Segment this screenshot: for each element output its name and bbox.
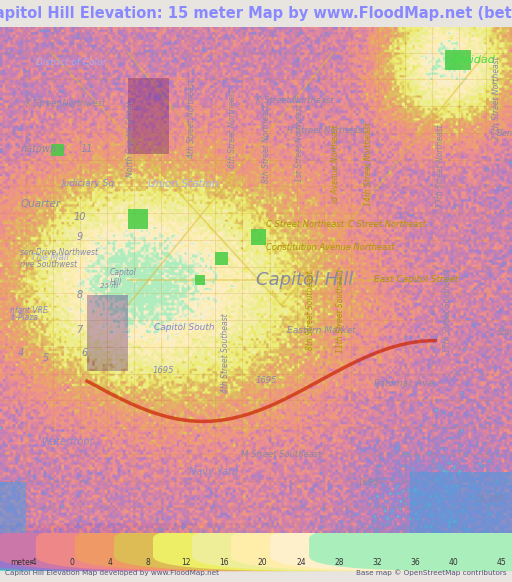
FancyBboxPatch shape xyxy=(192,524,512,571)
Text: 0: 0 xyxy=(69,558,74,567)
Text: Union Station: Union Station xyxy=(148,179,219,189)
Text: 12: 12 xyxy=(181,558,191,567)
Text: 4: 4 xyxy=(17,348,24,358)
Text: 27th Street Northeast: 27th Street Northeast xyxy=(492,56,501,140)
FancyBboxPatch shape xyxy=(309,524,512,571)
Text: 11th Street Southeast: 11th Street Southeast xyxy=(336,268,345,353)
Text: 14th Street Northeast: 14th Street Northeast xyxy=(364,122,373,205)
Text: 8: 8 xyxy=(76,290,82,300)
Text: 8: 8 xyxy=(145,558,151,567)
Text: 1695: 1695 xyxy=(358,477,379,487)
Text: 20: 20 xyxy=(258,558,268,567)
Text: meter: meter xyxy=(10,558,33,567)
Text: 8th Street Northeast: 8th Street Northeast xyxy=(262,104,271,183)
FancyBboxPatch shape xyxy=(75,524,421,571)
Text: 17th Street Northeast: 17th Street Northeast xyxy=(436,125,445,208)
Bar xyxy=(0,482,26,533)
Text: Quarter: Quarter xyxy=(20,199,60,209)
Text: DC 295: DC 295 xyxy=(476,495,504,504)
Text: nfant VRE: nfant VRE xyxy=(10,306,48,315)
Text: M Street Southeast: M Street Southeast xyxy=(241,450,321,459)
Text: 4th Street Southeast: 4th Street Southeast xyxy=(221,313,230,393)
Text: 16: 16 xyxy=(220,558,229,567)
Text: C Street Northeast: C Street Northeast xyxy=(266,220,344,229)
Text: 10: 10 xyxy=(73,212,86,222)
FancyBboxPatch shape xyxy=(231,524,512,571)
Text: natown: natown xyxy=(20,144,57,154)
Bar xyxy=(128,78,169,154)
Bar xyxy=(215,252,228,265)
Bar xyxy=(51,144,64,156)
Text: Potomac Ave: Potomac Ave xyxy=(374,379,433,388)
Bar xyxy=(445,50,471,70)
Bar xyxy=(87,295,128,371)
Text: 1st Street Northeast: 1st Street Northeast xyxy=(295,105,304,183)
Text: 6: 6 xyxy=(81,348,88,358)
Text: id Avenue Northeast: id Avenue Northeast xyxy=(331,125,340,203)
Text: North Capitol Street: North Capitol Street xyxy=(126,100,135,177)
Text: 7: 7 xyxy=(76,325,82,335)
Text: 1695: 1695 xyxy=(153,367,175,375)
Text: Navy Yard: Navy Yard xyxy=(189,467,239,477)
Text: Waterfront: Waterfront xyxy=(41,436,93,446)
FancyBboxPatch shape xyxy=(0,524,304,571)
Bar xyxy=(128,209,148,229)
Text: 5: 5 xyxy=(43,353,49,363)
FancyBboxPatch shape xyxy=(270,524,512,571)
Text: 28: 28 xyxy=(334,558,344,567)
Text: East Capitol Street: East Capitol Street xyxy=(374,275,458,285)
Text: 36: 36 xyxy=(411,558,420,567)
Text: K Street Northwest: K Street Northwest xyxy=(26,98,105,108)
Text: Capitol Hill Elevation Map developed by www.FloodMap.net: Capitol Hill Elevation Map developed by … xyxy=(5,570,219,576)
Text: Capitol South: Capitol South xyxy=(154,324,214,332)
Bar xyxy=(410,472,512,533)
FancyBboxPatch shape xyxy=(0,524,343,571)
Text: Trinidad: Trinidad xyxy=(451,55,496,65)
Text: H Street Northeast: H Street Northeast xyxy=(287,126,365,136)
Text: 4th Street Northeast: 4th Street Northeast xyxy=(187,79,197,158)
Text: 17th Street Southeast: 17th Street Southeast xyxy=(443,268,453,353)
Text: 11: 11 xyxy=(81,144,93,154)
FancyBboxPatch shape xyxy=(0,524,226,571)
Text: rive Southwest: rive Southwest xyxy=(20,260,78,269)
Text: son Drive Northwest: son Drive Northwest xyxy=(20,248,98,257)
FancyBboxPatch shape xyxy=(36,524,382,571)
Text: Judiciary Sq: Judiciary Sq xyxy=(61,179,115,189)
Text: 45: 45 xyxy=(497,558,507,567)
Text: Constitution Avenue Northeast: Constitution Avenue Northeast xyxy=(266,243,395,251)
FancyBboxPatch shape xyxy=(114,524,460,571)
Text: 9: 9 xyxy=(76,232,82,242)
Text: 4: 4 xyxy=(108,558,112,567)
Text: Ben: Ben xyxy=(497,129,512,138)
Text: 32: 32 xyxy=(373,558,382,567)
Text: 25 m: 25 m xyxy=(100,283,118,289)
FancyBboxPatch shape xyxy=(0,524,265,571)
Text: 40: 40 xyxy=(449,558,459,567)
Text: Capitol Hill Elevation: 15 meter Map by www.FloodMap.net (beta): Capitol Hill Elevation: 15 meter Map by … xyxy=(0,6,512,21)
Text: 24: 24 xyxy=(296,558,306,567)
Text: Base map © OpenStreetMap contributors: Base map © OpenStreetMap contributors xyxy=(356,570,507,576)
Text: it-Plaza: it-Plaza xyxy=(10,313,38,322)
Text: Eastern Market: Eastern Market xyxy=(287,326,355,335)
Text: 1695: 1695 xyxy=(255,377,277,385)
Text: The Mall: The Mall xyxy=(31,253,69,262)
Text: 8th Street Southeast: 8th Street Southeast xyxy=(306,271,315,350)
Text: -4: -4 xyxy=(30,558,37,567)
Text: Capitol Hill: Capitol Hill xyxy=(256,271,353,289)
Text: District of Colur: District of Colur xyxy=(36,58,106,67)
Text: 6th Street Northeast: 6th Street Northeast xyxy=(228,89,238,168)
Text: Stadi: Stadi xyxy=(497,328,512,338)
FancyBboxPatch shape xyxy=(153,524,499,571)
Text: K Street Northeast: K Street Northeast xyxy=(256,96,334,105)
Bar xyxy=(195,275,205,285)
Bar xyxy=(251,229,266,244)
Text: C Street Northeast: C Street Northeast xyxy=(348,220,426,229)
Text: Capitol
Hill: Capitol Hill xyxy=(110,268,137,287)
